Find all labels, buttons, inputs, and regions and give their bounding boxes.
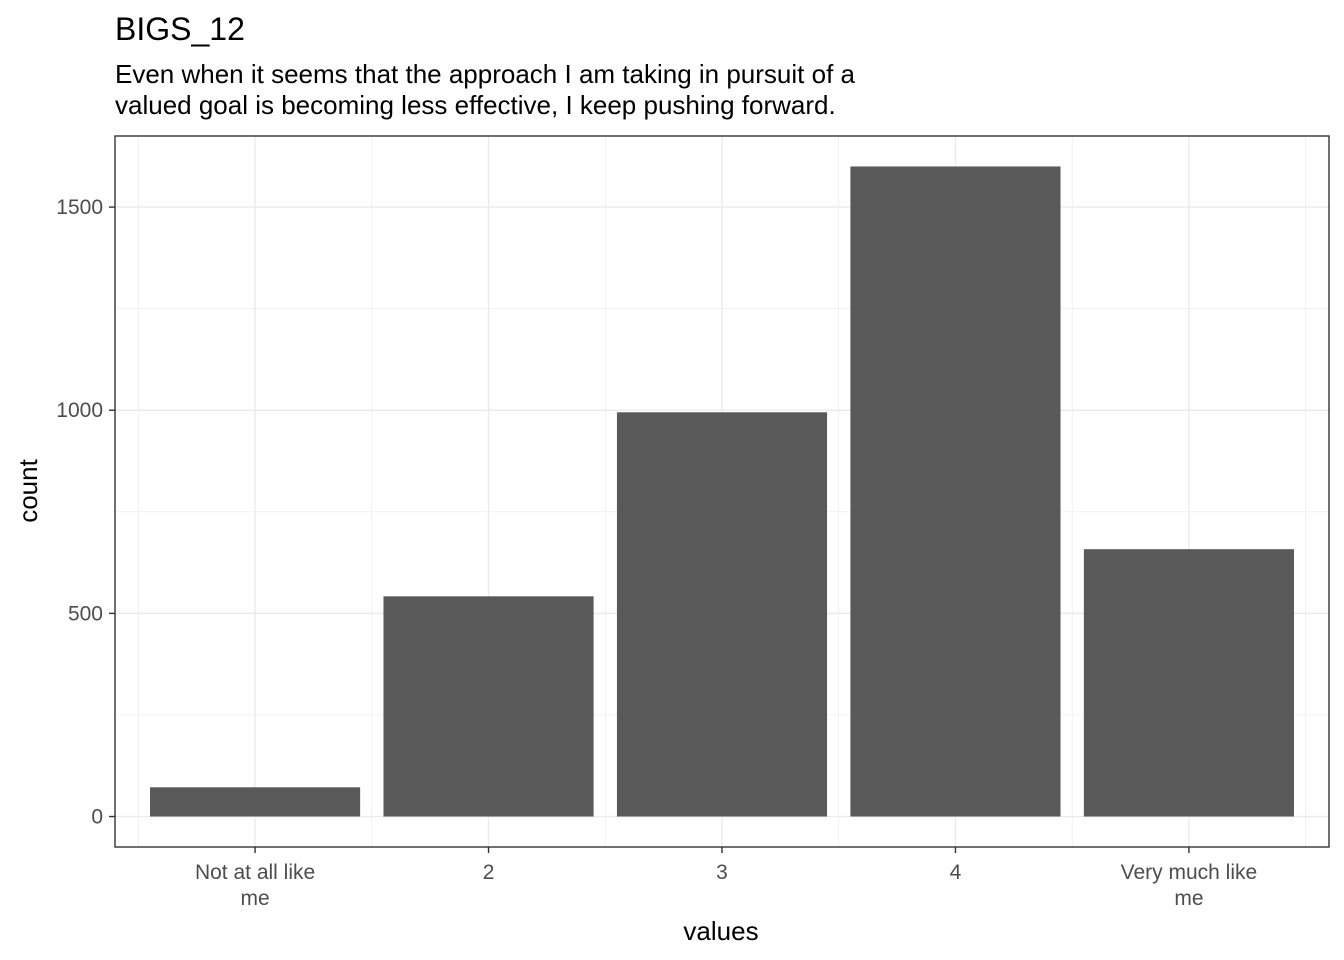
x-tick-label: 2 <box>483 861 495 884</box>
bar <box>1083 549 1294 817</box>
y-tick-label: 1000 <box>56 399 103 422</box>
bar <box>150 787 361 817</box>
x-tick-label-line: me <box>1174 887 1203 910</box>
x-tick-label-line: 2 <box>483 861 495 884</box>
chart-subtitle-line-2: valued goal is becoming less effective, … <box>115 90 836 120</box>
x-tick-label-line: 3 <box>716 861 728 884</box>
x-tick-label-line: Not at all like <box>195 861 315 884</box>
y-tick-label: 500 <box>68 602 103 625</box>
y-axis-title: count <box>13 458 43 522</box>
x-tick-label-line: Very much like <box>1121 861 1258 884</box>
y-tick-label: 0 <box>91 806 103 829</box>
bars <box>150 166 1294 817</box>
bar <box>616 412 828 817</box>
x-tick-label-line: 4 <box>950 861 962 884</box>
bar <box>383 596 594 817</box>
chart-title: BIGS_12 <box>115 11 245 47</box>
y-axis: 0 500 1000 1500 <box>56 196 115 829</box>
x-tick-label: Not at all like me <box>195 861 315 910</box>
x-axis-title: values <box>683 916 758 946</box>
x-tick-label: 4 <box>950 861 962 884</box>
x-tick-label: Very much like me <box>1121 861 1258 910</box>
x-axis: Not at all like me 2 3 4 Very much like me <box>195 847 1257 910</box>
y-tick-label: 1500 <box>56 196 103 219</box>
x-tick-label: 3 <box>716 861 728 884</box>
bar <box>850 166 1061 817</box>
chart-subtitle-line-1: Even when it seems that the approach I a… <box>115 59 856 89</box>
x-tick-label-line: me <box>240 887 269 910</box>
